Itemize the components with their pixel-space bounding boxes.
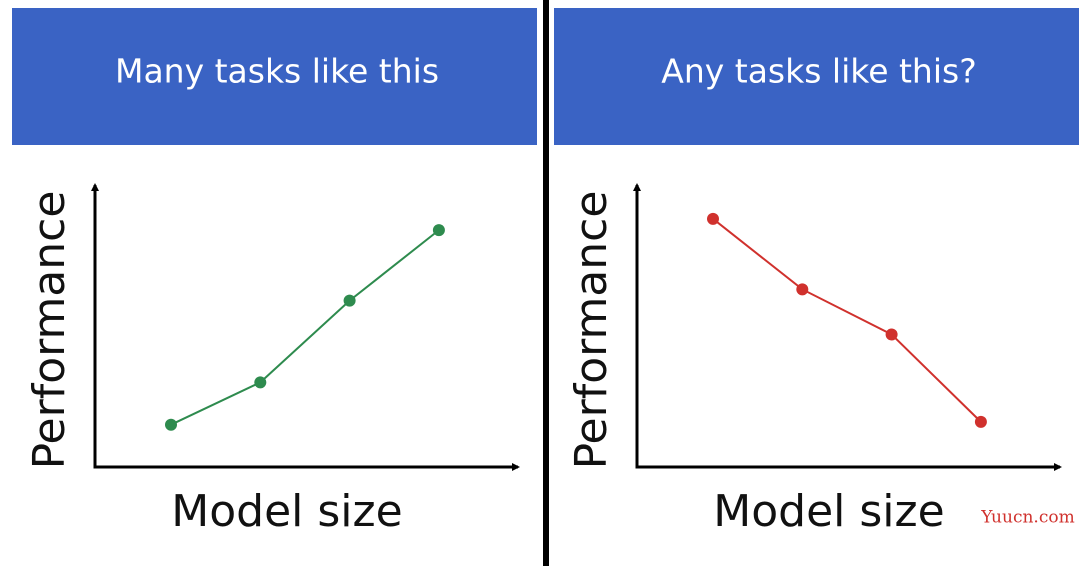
data-point <box>885 328 898 341</box>
data-line <box>712 218 982 423</box>
data-point <box>432 224 445 237</box>
data-point <box>343 294 356 307</box>
data-point <box>707 212 719 225</box>
data-point <box>254 376 267 389</box>
header <box>554 8 1079 145</box>
x-axis-label: Model size <box>171 486 402 537</box>
data-point <box>796 283 809 296</box>
data-point <box>165 418 177 431</box>
watermark: Yuucn.com <box>980 508 1074 528</box>
data-point <box>974 415 987 428</box>
y-axis-label: Performance <box>24 191 75 470</box>
x-axis-label: Model size <box>713 486 944 537</box>
header-title: Many tasks like this <box>115 52 439 91</box>
y-axis-label: Performance <box>566 191 617 470</box>
data-line <box>170 229 440 426</box>
header-title: Any tasks like this? <box>661 52 976 91</box>
header <box>12 8 537 145</box>
divider <box>543 0 549 566</box>
